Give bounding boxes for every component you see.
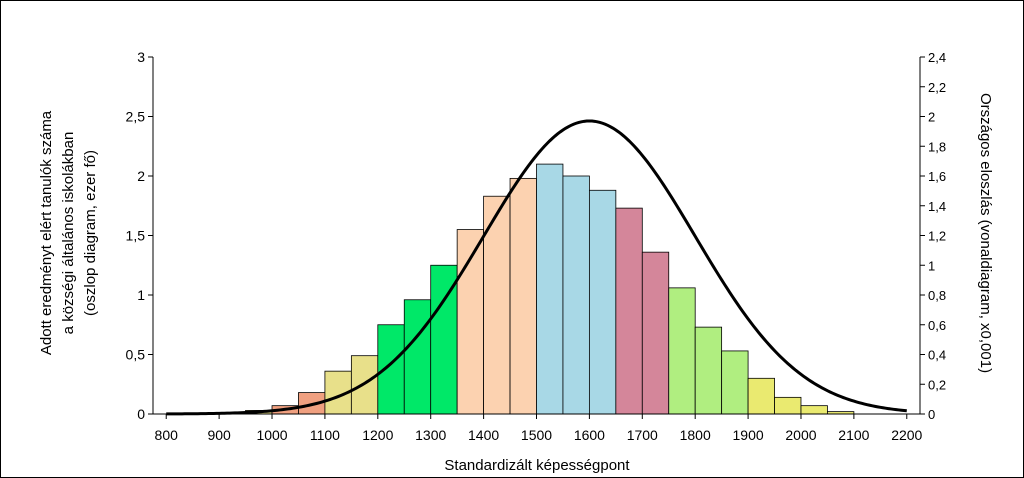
- bar: [747, 377, 775, 415]
- y2-axis-label: Országos eloszlás (vonaldiagram, x0,001): [977, 93, 994, 373]
- y-tick-label: 2: [137, 168, 145, 184]
- bar: [588, 189, 617, 415]
- x-tick-label: 1500: [521, 427, 552, 443]
- y2-tick-label: 0,8: [928, 288, 946, 303]
- y2-tick-label: 1,6: [928, 169, 946, 184]
- bar: [615, 207, 643, 415]
- y-tick-label: 3: [137, 49, 145, 65]
- y-axis-label-line-3: (oszlop diagram, ezer fő): [82, 150, 99, 316]
- y-tick-label: 0: [137, 406, 145, 422]
- bar: [509, 177, 537, 415]
- y2-tick-label: 2,4: [928, 50, 946, 65]
- bar: [800, 405, 828, 415]
- y-tick-label: 1,5: [126, 228, 146, 244]
- x-tick-label: 1600: [574, 427, 605, 443]
- y2-tick-label: 0: [928, 407, 935, 422]
- x-tick-label: 1100: [310, 427, 340, 443]
- x-tick-label: 1900: [733, 427, 764, 443]
- x-tick-label: 1300: [415, 427, 446, 443]
- y2-tick-label: 2,2: [928, 80, 946, 95]
- x-axis-label: Standardizált képességpont: [444, 457, 630, 474]
- x-tick-label: 1700: [627, 427, 658, 443]
- x-tick-label: 2000: [785, 427, 816, 443]
- y2-tick-label: 1,8: [928, 139, 946, 154]
- y-tick-label: 1: [137, 287, 145, 303]
- y2-tick-label: 0,2: [928, 377, 946, 392]
- bars-layer: [245, 163, 855, 415]
- x-tick-label: 2100: [838, 427, 869, 443]
- y-axis-label-line-1: Adott eredményt elért tanulók száma: [38, 110, 55, 355]
- y2-tick-label: 1,2: [928, 229, 946, 244]
- bar: [562, 175, 590, 415]
- bar: [641, 251, 670, 415]
- distribution-curve: [166, 119, 907, 416]
- x-tick-label: 800: [155, 427, 179, 443]
- y2-tick-label: 0,6: [928, 318, 946, 333]
- y2-tick-label: 2: [928, 110, 935, 125]
- y-tick-label: 2,5: [126, 109, 146, 125]
- x-tick-label: 900: [207, 427, 231, 443]
- bar: [430, 264, 458, 415]
- x-tick-label: 2200: [891, 427, 922, 443]
- y-axis-label-line-2: a községi általános iskolákban: [60, 132, 77, 335]
- y2-tick-label: 1: [928, 258, 935, 273]
- bar: [536, 163, 564, 415]
- bar: [668, 287, 696, 415]
- tick-labels: 800 900 1000 1100 1200 1300 1400 1500 1600 1700 18…: [126, 49, 947, 443]
- bar: [721, 350, 749, 415]
- bar: [403, 299, 432, 415]
- bar: [694, 326, 723, 415]
- x-tick-label: 1800: [680, 427, 711, 443]
- x-tick-label: 1400: [468, 427, 499, 443]
- y2-tick-label: 1,4: [928, 199, 946, 214]
- x-tick-label: 1200: [362, 427, 393, 443]
- axes-layer: [148, 56, 925, 419]
- y-tick-label: 0,5: [126, 347, 146, 363]
- bar: [774, 396, 802, 415]
- y2-tick-label: 0,4: [928, 348, 946, 363]
- x-tick-label: 1000: [256, 427, 287, 443]
